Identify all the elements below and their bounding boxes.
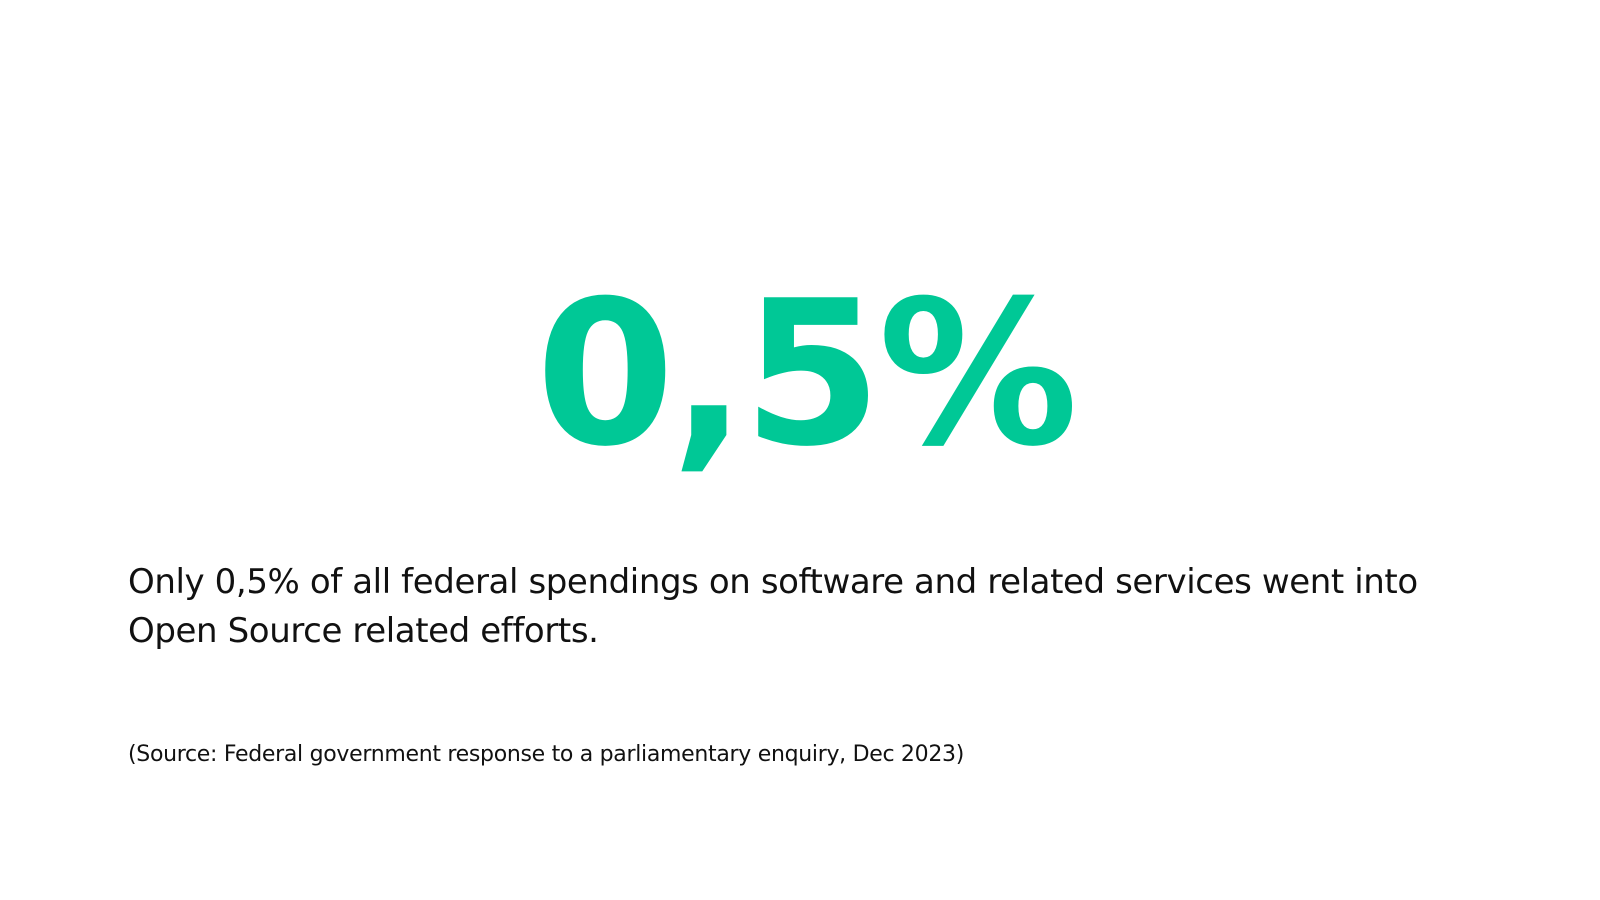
description-line-2: Open Source related efforts. xyxy=(128,611,599,651)
statistic-description: Only 0,5% of all federal spendings on so… xyxy=(128,558,1468,656)
source-citation: (Source: Federal government response to … xyxy=(128,742,965,767)
description-line-1: Only 0,5% of all federal spendings on so… xyxy=(128,562,1418,602)
headline-statistic: 0,5% xyxy=(535,258,1079,491)
